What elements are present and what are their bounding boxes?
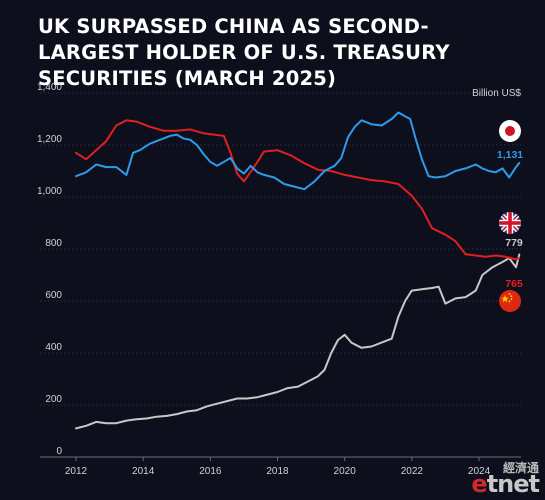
x-tick-label: 2014 [132, 466, 155, 477]
y-tick-label: 800 [45, 238, 62, 249]
x-tick-label: 2012 [65, 466, 88, 477]
series-lines [75, 111, 521, 430]
y-tick-label: 600 [45, 290, 62, 301]
watermark-e: e [471, 470, 487, 498]
uk-flag-icon [499, 212, 521, 234]
x-tick-label: 2016 [199, 466, 222, 477]
y-tick-label: 1,200 [37, 134, 62, 145]
x-tick-label: 2024 [468, 466, 491, 477]
japan-series-line [75, 111, 521, 191]
x-axis-ticks: 2012 2014 2016 2018 2020 2022 2024 [65, 457, 491, 477]
watermark-chinese-text: 經濟通 [502, 461, 539, 475]
uk-series-line [75, 253, 521, 430]
x-tick-label: 2020 [334, 466, 357, 477]
uk-end-label: 779 [505, 237, 523, 249]
unit-label: Billion US$ [472, 88, 521, 99]
china-series-line [75, 119, 521, 261]
japan-end-label: 1,131 [497, 149, 523, 161]
gridlines [40, 92, 521, 458]
y-tick-label: 400 [45, 342, 62, 353]
y-tick-label: 1,400 [37, 82, 62, 93]
x-tick-label: 2018 [266, 466, 289, 477]
x-tick-label: 2022 [401, 466, 424, 477]
y-tick-label: 0 [56, 446, 62, 457]
y-axis-ticks: 0 200 400 600 800 1,000 1,200 1,400 [37, 82, 62, 457]
china-end-label: 765 [505, 278, 523, 290]
china-flag-icon [499, 290, 521, 312]
japan-flag-icon [499, 120, 521, 142]
watermark-logo-text: etnet [471, 470, 540, 498]
etnet-watermark: 經濟通 etnet [471, 461, 540, 498]
y-tick-label: 1,000 [37, 186, 62, 197]
watermark-tnet: tnet [486, 470, 540, 498]
y-tick-label: 200 [45, 394, 62, 405]
chart-title: UK SURPASSED CHINA AS SECOND-LARGEST HOL… [38, 15, 450, 90]
